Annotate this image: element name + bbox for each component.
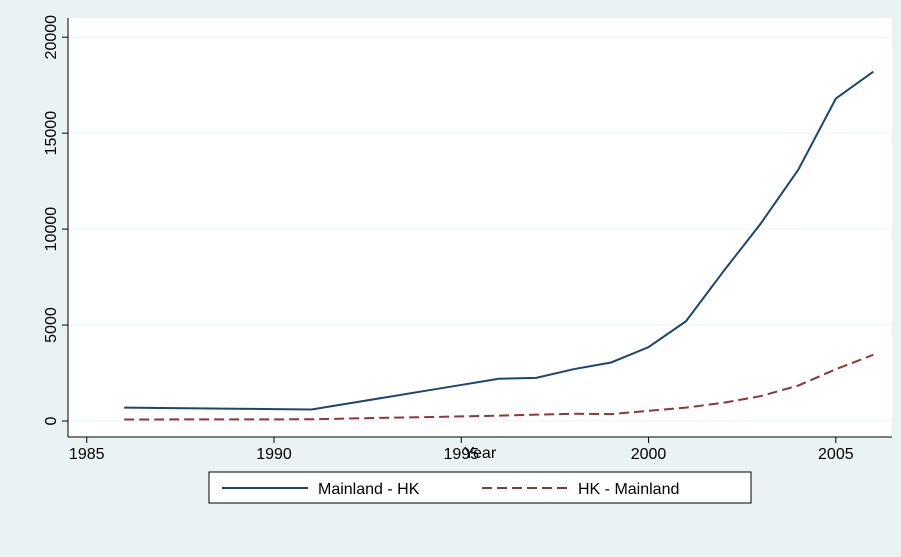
x-tick-label: 1985 (69, 446, 105, 463)
x-tick-label: 2000 (631, 446, 667, 463)
x-tick-label: 1995 (443, 446, 479, 463)
x-tick-label: 1990 (256, 446, 292, 463)
x-tick-label: 2005 (818, 446, 854, 463)
line (124, 353, 874, 421)
y-tick-label: 5000 (43, 307, 60, 343)
plot-area (68, 18, 892, 437)
y-tick-label: 20000 (43, 15, 60, 60)
legend-label: Mainland - HK (318, 481, 420, 498)
legend-label: HK - Mainland (578, 481, 679, 498)
y-tick-label: 0 (43, 416, 60, 425)
x-axis-title: Year (464, 445, 497, 462)
line (124, 70, 874, 411)
y-tick-label: 10000 (43, 207, 60, 252)
y-tick-label: 15000 (43, 111, 60, 156)
